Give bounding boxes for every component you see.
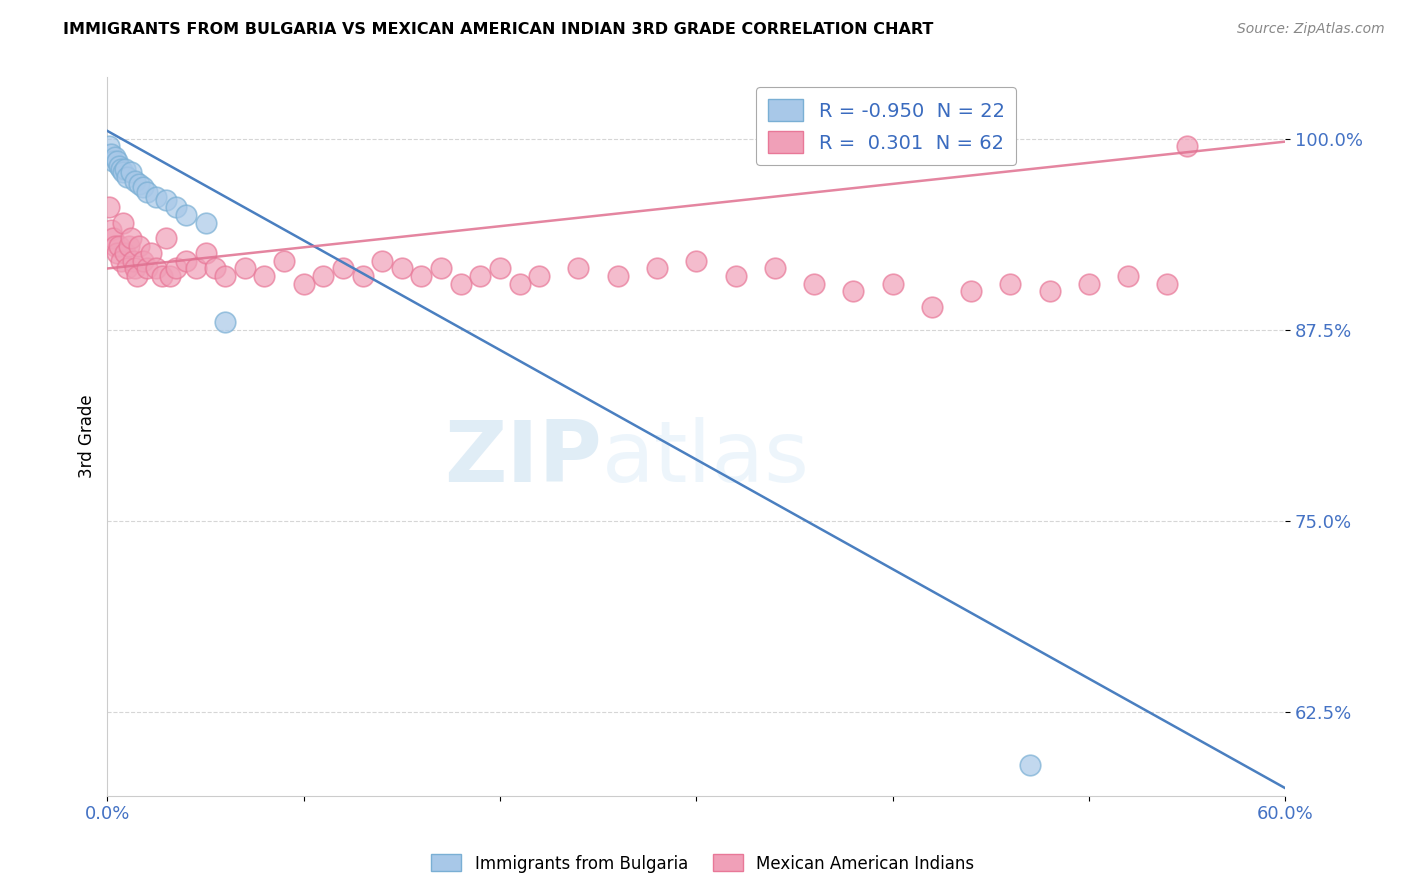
Point [145,261,167,276]
Point [155,231,177,245]
Point [120,165,142,179]
Point [122,253,145,268]
Point [139,246,162,260]
Point [105,246,128,260]
Point [114,162,136,177]
Text: Source: ZipAtlas.com: Source: ZipAtlas.com [1237,22,1385,37]
Point [159,269,181,284]
Point [509,277,531,291]
Point [489,261,512,276]
Point [108,238,131,252]
Point [150,269,173,284]
Point [118,238,141,252]
Point [120,231,142,245]
Y-axis label: 3rd Grade: 3rd Grade [79,395,96,478]
Point [98,200,121,214]
Point [125,269,148,284]
Point [184,261,207,276]
Point [1000,277,1022,291]
Point [132,180,155,194]
Point [882,277,904,291]
Text: IMMIGRANTS FROM BULGARIA VS MEXICAN AMERICAN INDIAN 3RD GRADE CORRELATION CHART: IMMIGRANTS FROM BULGARIA VS MEXICAN AMER… [63,22,934,37]
Point [135,261,157,276]
Point [1077,277,1099,291]
Point [960,285,983,299]
Point [1156,277,1178,291]
Point [842,285,865,299]
Point [145,189,167,203]
Point [204,261,226,276]
Point [114,246,136,260]
Point [233,261,256,276]
Point [529,269,551,284]
Point [165,200,187,214]
Point [411,269,433,284]
Point [155,193,177,207]
Point [450,277,472,291]
Point [174,253,197,268]
Point [115,261,138,276]
Point [332,261,354,276]
Point [763,261,786,276]
Point [606,269,628,284]
Point [98,139,121,153]
Point [128,238,150,252]
Point [100,146,122,161]
Point [1039,285,1062,299]
Point [645,261,668,276]
Point [194,216,217,230]
Point [104,150,127,164]
Point [214,269,236,284]
Legend: R = -0.950  N = 22, R =  0.301  N = 62: R = -0.950 N = 22, R = 0.301 N = 62 [756,87,1017,165]
Point [128,178,150,192]
Point [108,159,131,173]
Point [110,162,132,177]
Point [253,269,276,284]
Point [110,253,132,268]
Point [112,165,135,179]
Point [1019,758,1042,772]
Point [103,231,125,245]
Point [132,253,155,268]
Point [430,261,453,276]
Point [1116,269,1139,284]
Point [312,269,335,284]
Point [470,269,492,284]
Point [292,277,315,291]
Point [124,261,146,276]
Point [724,269,747,284]
Point [135,185,157,199]
Point [174,208,197,222]
Point [371,253,394,268]
Point [100,223,122,237]
Point [921,300,943,314]
Point [391,261,413,276]
Point [115,169,138,184]
Point [104,238,127,252]
Point [273,253,295,268]
Text: atlas: atlas [602,417,810,500]
Point [214,315,236,329]
Point [112,216,135,230]
Point [567,261,589,276]
Point [103,154,125,169]
Point [685,253,707,268]
Text: ZIP: ZIP [444,417,602,500]
Point [105,154,128,169]
Point [803,277,825,291]
Point [352,269,374,284]
Point [165,261,187,276]
Point [194,246,217,260]
Point [124,174,146,188]
Point [1175,139,1198,153]
Legend: Immigrants from Bulgaria, Mexican American Indians: Immigrants from Bulgaria, Mexican Americ… [425,847,981,880]
